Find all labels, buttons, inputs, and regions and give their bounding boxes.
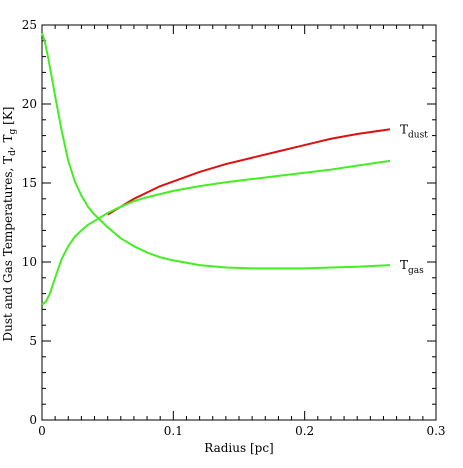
series-line-2: [41, 159, 391, 306]
series-line-t-dust: [107, 128, 391, 216]
axes-layer: 0 0.1 0.2 0.3 0 5 10 15 20 25: [22, 18, 446, 438]
y-axis-label-unit: [K]: [1, 107, 15, 129]
x-tick-label: 0: [38, 424, 46, 438]
x-axis-label: Radius [pc]: [204, 441, 273, 455]
series-layer: [41, 32, 391, 306]
series-label-gas: Tgas: [400, 258, 424, 276]
y-tick-label: 25: [22, 18, 37, 32]
plot-frame: [41, 24, 437, 421]
y-axis-label: Dust and Gas Temperatures, Td, Tg [K]: [1, 107, 18, 342]
y-axis-label-sub-g: g: [8, 128, 18, 134]
series-label-dust: Tdust: [400, 122, 428, 140]
y-tick-label: 5: [29, 334, 37, 348]
y-axis-label-sep: , T: [1, 134, 15, 150]
y-axis-label-main: Dust and Gas Temperatures, T: [1, 156, 15, 342]
labels-layer: Tdust Tgas: [400, 122, 428, 276]
x-tick-label: 0.3: [426, 424, 445, 438]
y-tick-label: 10: [22, 255, 37, 269]
y-tick-label: 20: [22, 97, 37, 111]
y-tick-label: 0: [29, 413, 37, 427]
x-tick-label: 0.2: [295, 424, 314, 438]
x-tick-label: 0.1: [164, 424, 183, 438]
y-tick-label: 15: [22, 176, 37, 190]
series-line-t-gas: [41, 32, 391, 270]
y-axis-label-sub-d: d: [8, 150, 18, 156]
